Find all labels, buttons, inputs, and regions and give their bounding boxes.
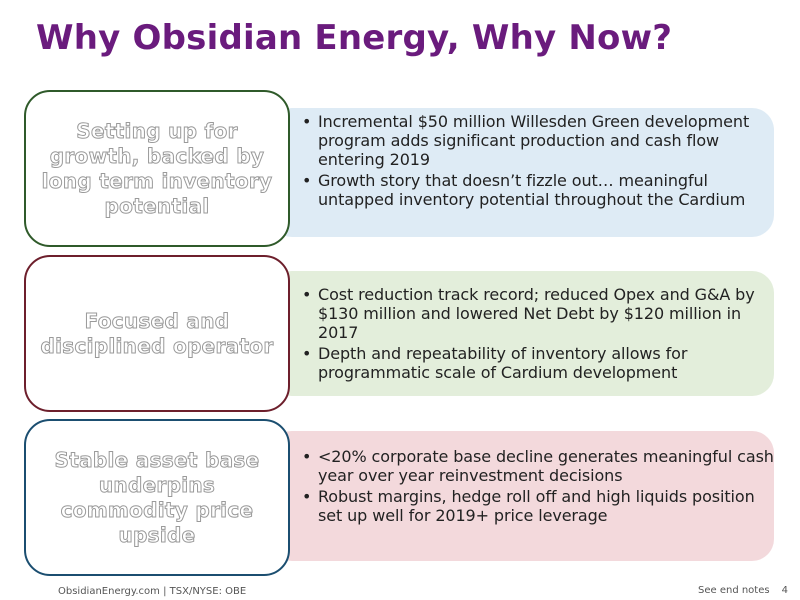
bullet-item: <20% corporate base decline generates me…: [302, 447, 774, 485]
bullet-item: Depth and repeatability of inventory all…: [302, 344, 774, 382]
row-2-label-box: Focused and disciplined operator: [24, 255, 290, 412]
row-2-label: Focused and disciplined operator: [40, 308, 274, 358]
slide-title: Why Obsidian Energy, Why Now?: [36, 18, 673, 58]
bullet-item: Cost reduction track record; reduced Ope…: [302, 285, 774, 342]
row-1-label-box: Setting up for growth, backed by long te…: [24, 90, 290, 247]
bullet-item: Robust margins, hedge roll off and high …: [302, 487, 774, 525]
bullet-item: Growth story that doesn’t fizzle out… me…: [302, 171, 774, 209]
row-3-label-box: Stable asset base underpins commodity pr…: [24, 419, 290, 576]
row-2-bullet-panel: Cost reduction track record; reduced Ope…: [270, 271, 774, 396]
bullet-item: Incremental $50 million Willesden Green …: [302, 112, 774, 169]
footer-end-notes: See end notes: [698, 585, 770, 596]
row-2-bullet-list: Cost reduction track record; reduced Ope…: [270, 285, 774, 382]
row-3-label: Stable asset base underpins commodity pr…: [54, 447, 260, 547]
row-1-label: Setting up for growth, backed by long te…: [41, 118, 273, 218]
footer-notes: See end notes 4: [698, 585, 788, 596]
row-3-bullet-panel: <20% corporate base decline generates me…: [270, 431, 774, 561]
row-3-bullet-list: <20% corporate base decline generates me…: [270, 447, 774, 525]
row-1-bullet-panel: Incremental $50 million Willesden Green …: [270, 108, 774, 237]
row-1-bullet-list: Incremental $50 million Willesden Green …: [270, 112, 774, 209]
footer-website[interactable]: ObsidianEnergy.com | TSX/NYSE: OBE: [58, 586, 247, 597]
page-number: 4: [781, 585, 788, 596]
